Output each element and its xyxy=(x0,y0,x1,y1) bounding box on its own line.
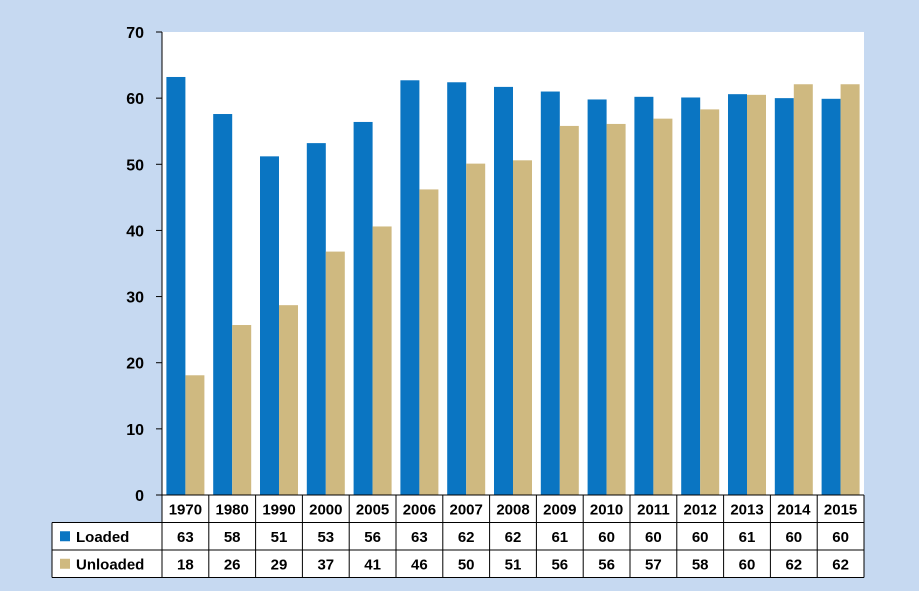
bar-unloaded-2014 xyxy=(794,84,813,495)
table-value-unloaded: 29 xyxy=(271,556,288,573)
category-label: 2010 xyxy=(590,501,623,518)
table-value-loaded: 58 xyxy=(224,529,241,546)
table-value-unloaded: 26 xyxy=(224,556,241,573)
y-tick-label: 30 xyxy=(126,290,144,307)
bar-loaded-2009 xyxy=(541,92,560,495)
category-label: 1970 xyxy=(169,501,202,518)
category-label: 2009 xyxy=(543,501,576,518)
category-label: 2007 xyxy=(450,501,483,518)
table-value-unloaded: 18 xyxy=(177,556,194,573)
table-value-unloaded: 37 xyxy=(317,556,334,573)
legend-swatch-unloaded xyxy=(60,559,70,569)
category-label: 2013 xyxy=(730,501,763,518)
bar-unloaded-2011 xyxy=(653,119,672,495)
data-table: 1970 1980 1990 2000 2005 2006 2007 2008 2009 2010… xyxy=(52,495,864,578)
category-label: 2005 xyxy=(356,501,389,518)
table-value-loaded: 60 xyxy=(598,529,615,546)
table-value-loaded: 53 xyxy=(317,529,334,546)
bar-loaded-2012 xyxy=(681,97,700,495)
bar-unloaded-2007 xyxy=(466,164,485,495)
bar-loaded-2010 xyxy=(588,99,607,495)
table-value-loaded: 60 xyxy=(645,529,662,546)
table-value-loaded: 61 xyxy=(551,529,568,546)
category-label: 2015 xyxy=(824,501,857,518)
bar-unloaded-2010 xyxy=(607,124,626,495)
bar-unloaded-2005 xyxy=(373,226,392,495)
table-value-unloaded: 58 xyxy=(692,556,709,573)
table-value-loaded: 60 xyxy=(785,529,802,546)
bar-unloaded-2006 xyxy=(419,189,438,495)
bar-unloaded-2013 xyxy=(747,95,766,495)
table-value-loaded: 62 xyxy=(505,529,522,546)
bar-loaded-2013 xyxy=(728,94,747,495)
bar-unloaded-2012 xyxy=(700,109,719,495)
table-value-unloaded: 57 xyxy=(645,556,662,573)
y-tick-label: 0 xyxy=(135,488,144,505)
bar-loaded-2008 xyxy=(494,87,513,495)
category-label: 2014 xyxy=(777,501,811,518)
bar-unloaded-1970 xyxy=(185,375,204,495)
category-label: 1990 xyxy=(262,501,295,518)
table-value-loaded: 62 xyxy=(458,529,475,546)
table-value-loaded: 63 xyxy=(177,529,194,546)
table-value-loaded: 51 xyxy=(271,529,288,546)
category-label: 1980 xyxy=(216,501,249,518)
bar-unloaded-2009 xyxy=(560,126,579,495)
bar-loaded-2005 xyxy=(354,122,373,495)
bar-loaded-1980 xyxy=(213,114,232,495)
table-value-unloaded: 60 xyxy=(739,556,756,573)
table-value-loaded: 60 xyxy=(692,529,709,546)
y-tick-label: 10 xyxy=(126,422,144,439)
y-tick-label: 20 xyxy=(126,356,144,373)
legend-label-loaded: Loaded xyxy=(76,529,129,546)
bar-loaded-1990 xyxy=(260,156,279,495)
table-value-unloaded: 56 xyxy=(598,556,615,573)
y-tick-label: 50 xyxy=(126,157,144,174)
bar-loaded-2015 xyxy=(822,99,841,495)
table-value-unloaded: 50 xyxy=(458,556,475,573)
table-value-unloaded: 62 xyxy=(832,556,849,573)
table-value-unloaded: 41 xyxy=(364,556,381,573)
bar-unloaded-1990 xyxy=(279,305,298,495)
category-label: 2012 xyxy=(684,501,717,518)
table-value-unloaded: 51 xyxy=(505,556,522,573)
legend-label-unloaded: Unloaded xyxy=(76,556,144,573)
y-tick-label: 60 xyxy=(126,91,144,108)
bar-loaded-2011 xyxy=(634,97,653,495)
y-tick-label: 40 xyxy=(126,223,144,240)
bar-unloaded-1980 xyxy=(232,325,251,495)
bar-loaded-2007 xyxy=(447,82,466,495)
bar-unloaded-2008 xyxy=(513,160,532,495)
bar-loaded-2006 xyxy=(400,80,419,495)
bar-loaded-2014 xyxy=(775,98,794,495)
table-value-unloaded: 56 xyxy=(551,556,568,573)
table-value-loaded: 61 xyxy=(739,529,756,546)
table-value-loaded: 56 xyxy=(364,529,381,546)
legend-swatch-loaded xyxy=(60,531,70,541)
table-value-loaded: 60 xyxy=(832,529,849,546)
table-value-unloaded: 62 xyxy=(785,556,802,573)
y-tick-label: 70 xyxy=(126,25,144,42)
bar-loaded-1970 xyxy=(166,77,185,495)
category-label: 2000 xyxy=(309,501,342,518)
category-label: 2008 xyxy=(496,501,529,518)
category-label: 2011 xyxy=(637,501,670,518)
bar-loaded-2000 xyxy=(307,143,326,495)
category-label: 2006 xyxy=(403,501,436,518)
bar-unloaded-2000 xyxy=(326,252,345,495)
table-value-loaded: 63 xyxy=(411,529,428,546)
bar-unloaded-2015 xyxy=(841,84,860,495)
y-axis: 0 10 20 30 40 50 60 70 xyxy=(126,25,162,505)
table-value-unloaded: 46 xyxy=(411,556,428,573)
